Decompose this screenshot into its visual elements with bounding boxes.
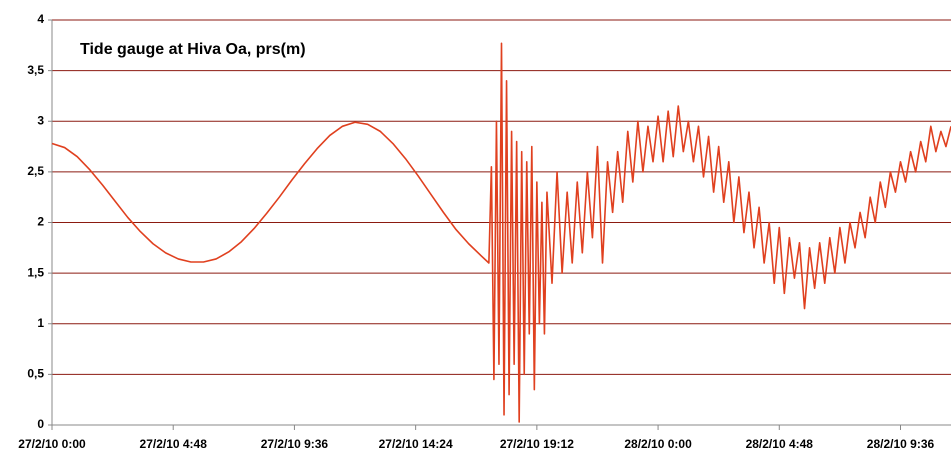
y-tick-label: 0,5 <box>27 367 44 381</box>
chart-title: Tide gauge at Hiva Oa, prs(m) <box>80 41 306 58</box>
x-tick-label: 27/2/10 9:36 <box>261 437 329 451</box>
y-tick-label: 0 <box>37 417 44 431</box>
y-tick-label: 3,5 <box>27 63 44 77</box>
y-tick-label: 2 <box>37 215 44 229</box>
data-line <box>51 42 951 423</box>
x-tick-label: 28/2/10 4:48 <box>746 437 814 451</box>
x-tick-label: 28/2/10 9:36 <box>867 437 935 451</box>
x-tick-label: 28/2/10 0:00 <box>624 437 692 451</box>
y-tick-label: 3 <box>37 113 44 127</box>
y-tick-label: 4 <box>37 12 44 26</box>
y-tick-label: 1 <box>37 316 44 330</box>
x-tick-label: 27/2/10 19:12 <box>500 437 574 451</box>
x-tick-label: 27/2/10 4:48 <box>140 437 208 451</box>
y-tick-label: 1,5 <box>27 265 44 279</box>
y-tick-label: 2,5 <box>27 164 44 178</box>
x-tick-label: 27/2/10 0:00 <box>18 437 86 451</box>
x-tick-label: 27/2/10 14:24 <box>379 437 453 451</box>
